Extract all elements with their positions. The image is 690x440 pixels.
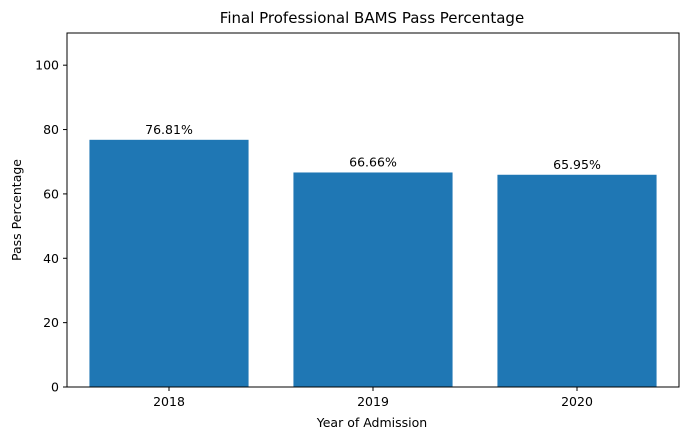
- y-tick-label-0: 0: [51, 380, 59, 395]
- bar-2019: [293, 172, 453, 387]
- x-tick-label-2018: 2018: [153, 394, 185, 409]
- y-tick-label-20: 20: [43, 315, 59, 330]
- x-tick-label-2019: 2019: [357, 394, 389, 409]
- data-label-2019: 66.66%: [349, 154, 397, 169]
- bar-2020: [497, 174, 657, 387]
- y-tick-label-40: 40: [43, 251, 59, 266]
- axes-frame: [66, 32, 680, 388]
- y-axis-title: Pass Percentage: [9, 159, 24, 261]
- x-axis-title: Year of Admission: [316, 415, 427, 430]
- y-tick-label-80: 80: [43, 122, 59, 137]
- chart-title: Final Professional BAMS Pass Percentage: [220, 9, 524, 27]
- y-tick-label-100: 100: [35, 58, 59, 73]
- plot-area: 76.81% 2018 66.66% 2019 65.95% 2020 0 20 40 60 80 1…: [35, 32, 680, 409]
- bar-2018: [89, 139, 249, 387]
- y-tick-label-60: 60: [43, 186, 59, 201]
- data-label-2020: 65.95%: [553, 157, 601, 172]
- data-label-2018: 76.81%: [145, 122, 193, 137]
- x-tick-label-2020: 2020: [561, 394, 593, 409]
